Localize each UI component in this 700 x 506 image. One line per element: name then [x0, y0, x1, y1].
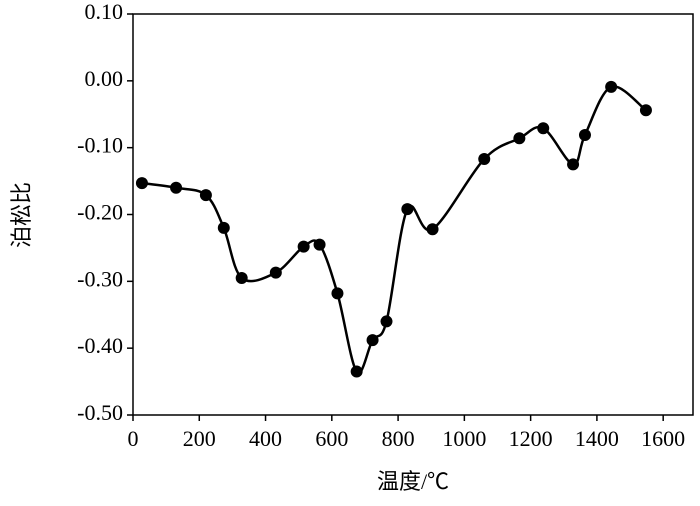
marker: [380, 315, 393, 328]
marker: [578, 128, 591, 141]
x-tick-label: 0: [128, 426, 139, 451]
x-tick-label: 200: [183, 426, 216, 451]
x-tick-label: 1600: [641, 426, 685, 451]
y-tick-label: -0.10: [77, 133, 123, 158]
marker: [366, 334, 379, 347]
marker: [135, 177, 148, 190]
x-tick-label: 1400: [575, 426, 619, 451]
line: [141, 85, 647, 375]
marker: [217, 221, 230, 234]
marker: [605, 80, 618, 93]
marker: [350, 365, 363, 378]
marker: [297, 240, 310, 253]
marker: [478, 153, 491, 166]
x-tick-label: 400: [249, 426, 282, 451]
y-tick-label: -0.40: [77, 333, 123, 358]
x-tick-label: 1200: [509, 426, 553, 451]
marker: [199, 189, 212, 202]
x-tick-label: 600: [315, 426, 348, 451]
y-tick-label: -0.50: [77, 400, 123, 425]
x-tick-label: 1000: [442, 426, 486, 451]
marker: [313, 238, 326, 251]
y-tick-label: -0.20: [77, 200, 123, 225]
y-tick-label: -0.30: [77, 266, 123, 291]
marker: [269, 266, 282, 279]
marker: [235, 271, 248, 284]
y-tick-label: 0.10: [85, 0, 124, 24]
marker: [567, 158, 580, 171]
marker: [401, 203, 414, 216]
x-tick-label: 800: [382, 426, 415, 451]
marker: [639, 104, 652, 117]
marker: [331, 287, 344, 300]
marker: [537, 122, 550, 135]
marker: [513, 132, 526, 145]
marker: [170, 181, 183, 194]
x-axis-label: 温度/℃: [377, 469, 449, 494]
marker: [426, 223, 439, 236]
y-tick-label: 0.00: [85, 66, 124, 91]
y-axis-label: 泊松比: [9, 182, 34, 248]
